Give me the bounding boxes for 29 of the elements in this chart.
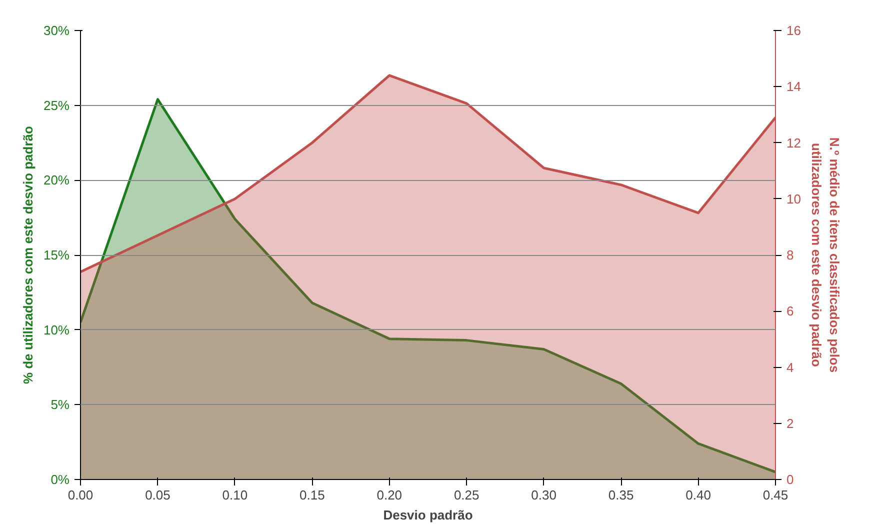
y-tick-label: 0%: [50, 472, 70, 487]
x-tick-label: 0.10: [222, 488, 248, 502]
y2-tick-label: 14: [786, 79, 801, 94]
x-axis-title: Desvio padrão: [383, 508, 473, 522]
x-tick-label: 0.25: [454, 488, 480, 502]
y2-tick-label: 8: [786, 248, 794, 262]
y-tick-label: 30%: [43, 23, 70, 38]
x-tick-label: 0.45: [762, 488, 788, 502]
y-axis-title: % de utilizadores com este desvio padrão: [20, 126, 36, 384]
y2-tick-label: 6: [786, 304, 794, 319]
y-tick-label: 20%: [43, 172, 70, 188]
y-tick-label: 10%: [43, 322, 70, 338]
y2-tick-label: 12: [786, 135, 801, 150]
y2-tick-label: 0: [786, 472, 794, 487]
x-tick-label: 0.00: [68, 488, 94, 502]
y2-tick-label: 4: [786, 360, 794, 375]
x-tick-label: 0.30: [531, 488, 556, 502]
x-tick-label: 0.20: [376, 488, 402, 502]
y2-axis-title: N.º médio de itens classificados pelos utilizadores com este desvio padrão: [808, 137, 842, 373]
x-tick-label: 0.15: [300, 488, 325, 502]
y2-tick-label: 2: [786, 416, 794, 431]
y2-tick-label: 16: [786, 23, 801, 38]
y-tick-label: 15%: [43, 248, 70, 262]
y-tick-label: 25%: [43, 98, 70, 113]
x-tick-label: 0.05: [145, 488, 170, 502]
x-tick-label: 0.40: [686, 488, 711, 502]
y-tick-label: 5%: [50, 397, 70, 412]
y2-tick-label: 10: [786, 191, 801, 206]
x-tick-label: 0.35: [608, 488, 634, 502]
